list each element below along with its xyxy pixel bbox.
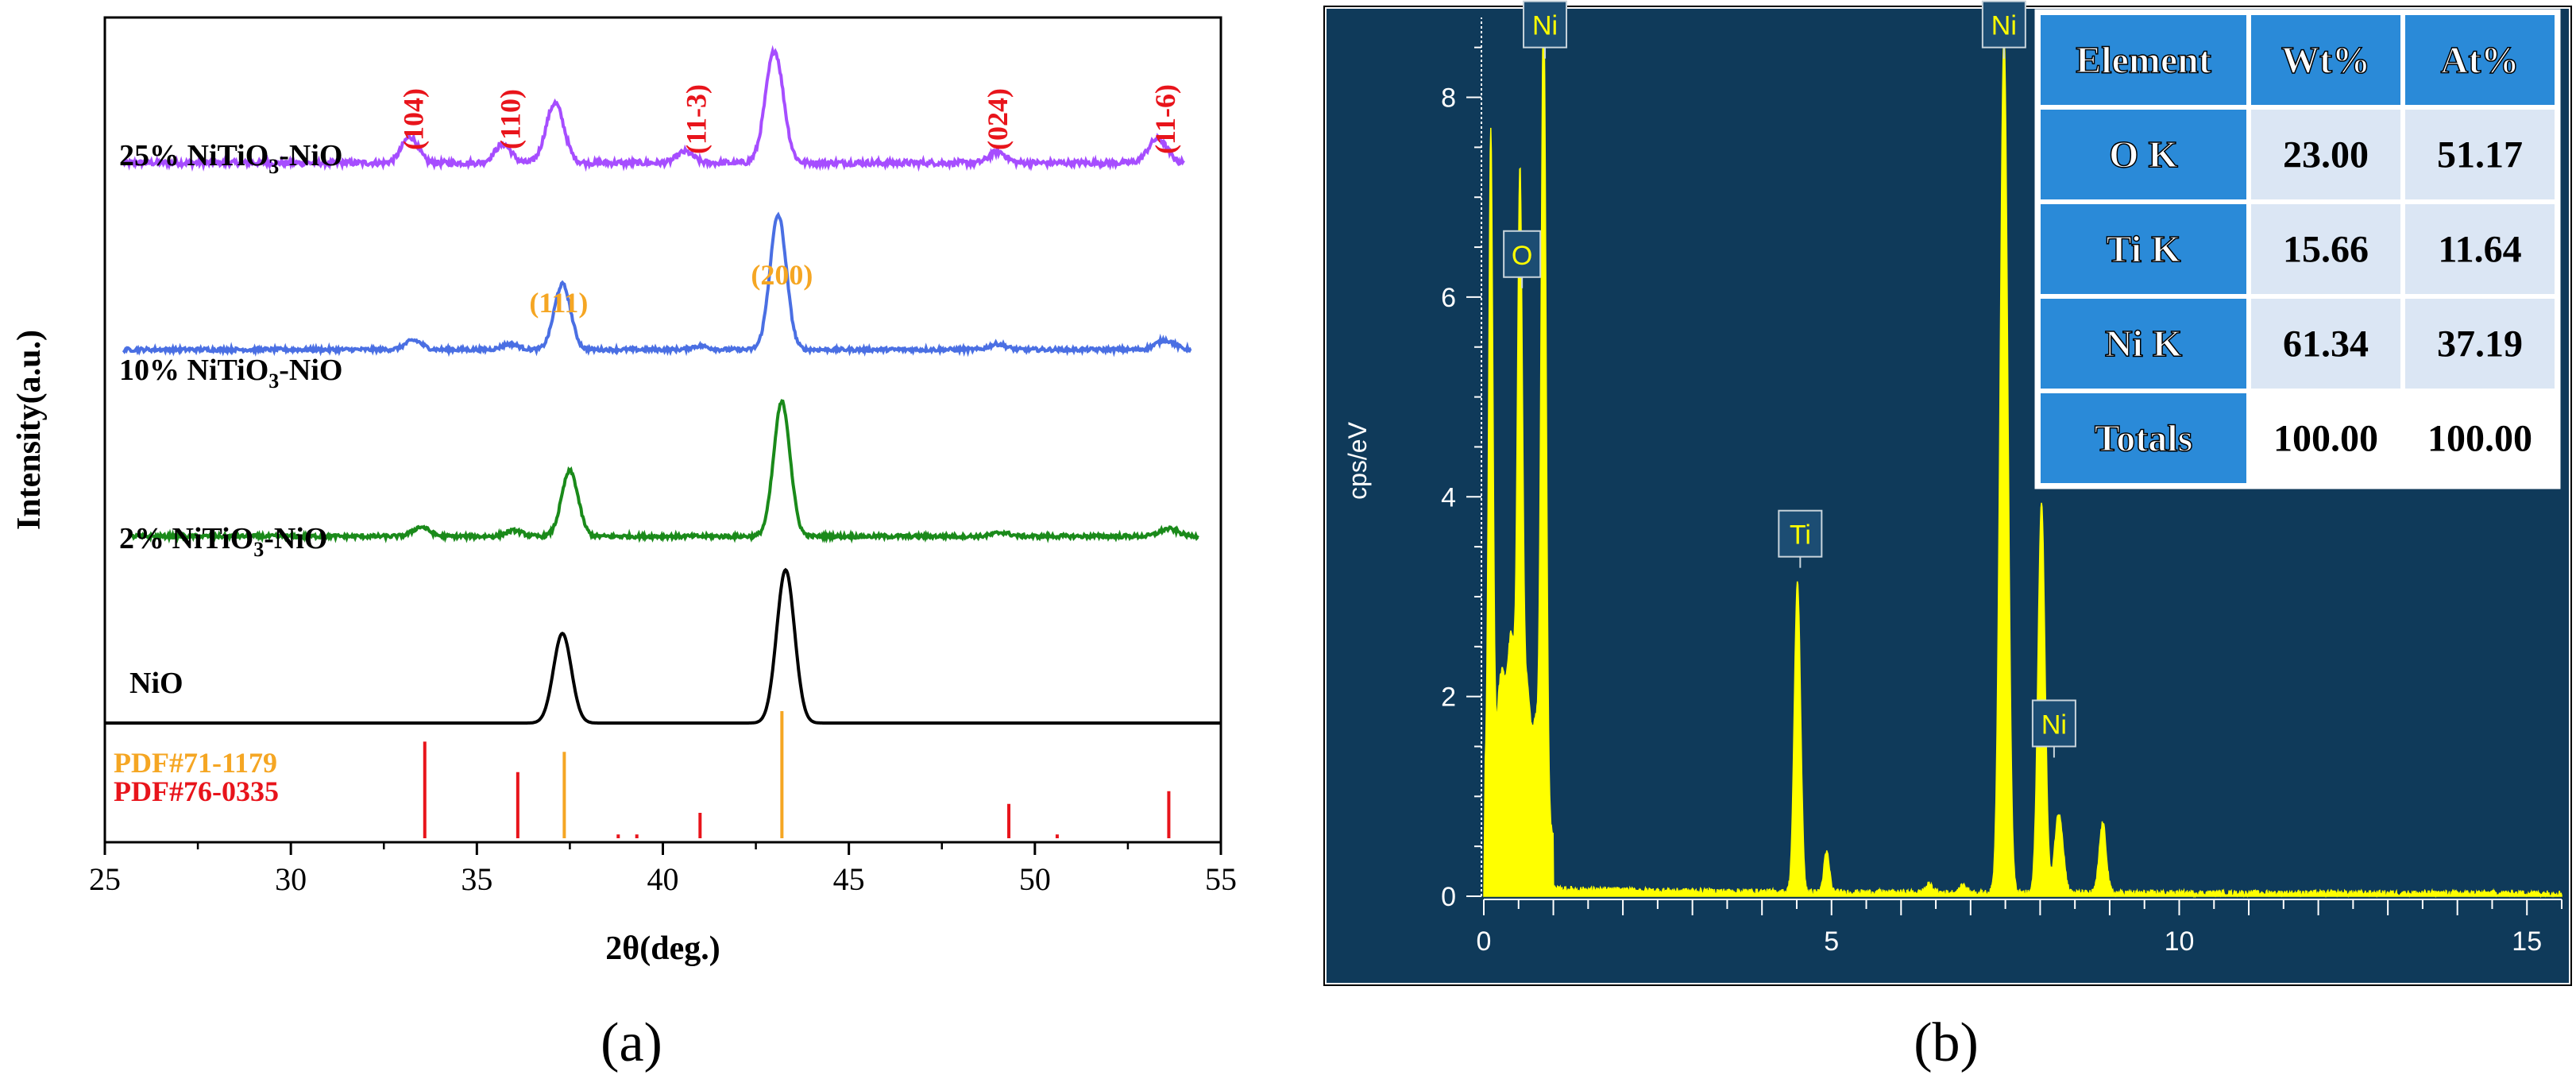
series-label-main: 10% NiTiO <box>119 354 268 387</box>
table-header-cell <box>2251 15 2400 105</box>
y-tick-label-b: 2 <box>1441 683 1456 713</box>
hkl-annotation: (11-6) <box>1149 84 1181 154</box>
x-tick-label-b: 15 <box>2512 926 2542 957</box>
xrd-trace <box>122 211 1192 358</box>
table-cell <box>2251 110 2400 199</box>
series-label-main: NiO <box>129 667 183 700</box>
peak-label-box <box>1523 0 1568 48</box>
hkl-annotation: (200) <box>751 259 813 291</box>
series-label-rest: -NiO <box>279 354 342 387</box>
caption-a: (a) <box>601 1012 662 1073</box>
series-label-rest: -NiO <box>264 522 327 555</box>
peak-label: O <box>1512 241 1532 271</box>
table-cell-text: 51.17 <box>2437 134 2523 176</box>
table-cell-text: 15.66 <box>2283 229 2369 271</box>
y-tick-label-b: 4 <box>1441 482 1456 512</box>
table-cell <box>2251 299 2400 389</box>
x-tick-label-a: 45 <box>833 861 865 897</box>
table-cell <box>2405 110 2555 199</box>
table-cell-text: 37.19 <box>2437 323 2523 365</box>
x-tick-label-b: 10 <box>2165 926 2195 957</box>
y-axis-label-b: cps/eV <box>1343 421 1372 499</box>
x-tick-label-a: 35 <box>461 861 492 897</box>
xrd-trace <box>130 399 1199 544</box>
table-cell <box>2251 393 2400 483</box>
x-tick-label-a: 30 <box>275 861 307 897</box>
table-cell-text: 23.00 <box>2283 134 2369 176</box>
y-tick-label-b: 6 <box>1441 283 1456 313</box>
series-label: 2% NiTiO3-NiO <box>119 522 328 561</box>
series-label: 25% NiTiO3-NiO <box>119 139 343 178</box>
x-tick-label-b: 0 <box>1477 926 1492 957</box>
peak-label: Ni <box>1991 11 2017 41</box>
peak-label-box <box>1778 509 1823 558</box>
xrd-trace <box>122 44 1185 172</box>
peak-label-box <box>2031 699 2076 748</box>
table-cell <box>2041 393 2246 483</box>
chart-a-frame <box>103 16 1222 844</box>
table-cell <box>2251 204 2400 294</box>
series-label-main: 25% NiTiO <box>119 139 268 172</box>
hkl-annotation: (110) <box>494 89 526 149</box>
caption-b: (b) <box>1914 1012 1979 1073</box>
series-label-subscript: 3 <box>253 538 264 561</box>
y-axis-label-a: Intensity(a.u.) <box>11 330 48 530</box>
x-tick-label-a: 50 <box>1019 861 1051 897</box>
hkl-annotation: (111) <box>529 287 588 319</box>
table-cell <box>2041 110 2246 199</box>
peak-label-box <box>1981 0 2026 48</box>
table-cell <box>2405 299 2555 389</box>
x-tick-label-a: 25 <box>89 861 121 897</box>
table-cell-text: Ti K <box>2107 229 2181 271</box>
peak-label-box <box>1503 230 1542 278</box>
peak-label: Ni <box>2041 710 2067 740</box>
table-cell-text: O K <box>2109 134 2178 176</box>
series-label: NiO <box>129 667 183 700</box>
hkl-annotation: (104) <box>398 88 430 150</box>
series-label: 10% NiTiO3-NiO <box>119 354 343 393</box>
eds-spectrum <box>1483 17 2562 899</box>
table-cell <box>2041 299 2246 389</box>
peak-label: Ti <box>1790 520 1811 551</box>
table-cell-text: 11.64 <box>2438 229 2521 271</box>
series-label-rest: -NiO <box>279 139 342 172</box>
reference-card-label: PDF#76-0335 <box>114 775 279 807</box>
peak-label: Ni <box>1532 11 1558 41</box>
x-tick-label-b: 5 <box>1824 926 1839 957</box>
table-cell <box>2405 204 2555 294</box>
series-label-main: 2% NiTiO <box>119 522 253 555</box>
table-cell-text: Totals <box>2095 418 2193 460</box>
y-tick-label-b: 0 <box>1441 882 1456 912</box>
table-cell-text: 100.00 <box>2273 418 2378 460</box>
table-header-text: Wt% <box>2281 40 2370 82</box>
series-label-subscript: 3 <box>268 155 279 178</box>
chart-a-plot: 25 30 35 40 45 50 55 2θ(deg.) Intensity(a.u.) 25%… <box>11 16 1237 967</box>
xrd-trace <box>105 567 1221 725</box>
hkl-annotation: (024) <box>982 88 1014 150</box>
table-header-cell <box>2041 15 2246 105</box>
table-cell-text: Ni K <box>2105 323 2182 365</box>
chart-b-eds: 0 2 4 6 8 0 5 10 15 cps/eV Ni O Ti Ni Ni Element Wt% At% O… <box>1323 0 2572 986</box>
table-cell-text: 61.34 <box>2283 323 2369 365</box>
y-tick-label-b: 8 <box>1441 83 1456 114</box>
x-tick-label-a: 40 <box>647 861 679 897</box>
table-cell-text: 100.00 <box>2427 418 2532 460</box>
reference-card-label: PDF#71-1179 <box>114 747 277 779</box>
table-header-text: At% <box>2441 40 2520 82</box>
table-header-cell <box>2405 15 2555 105</box>
hkl-annotation: (11-3) <box>681 84 713 154</box>
series-label-subscript: 3 <box>268 369 279 393</box>
table-header-text: Element <box>2076 40 2211 82</box>
x-axis-label-a: 2θ(deg.) <box>605 930 720 967</box>
table-cell <box>2405 393 2555 483</box>
x-tick-label-a: 55 <box>1205 861 1237 897</box>
table-cell <box>2041 204 2246 294</box>
